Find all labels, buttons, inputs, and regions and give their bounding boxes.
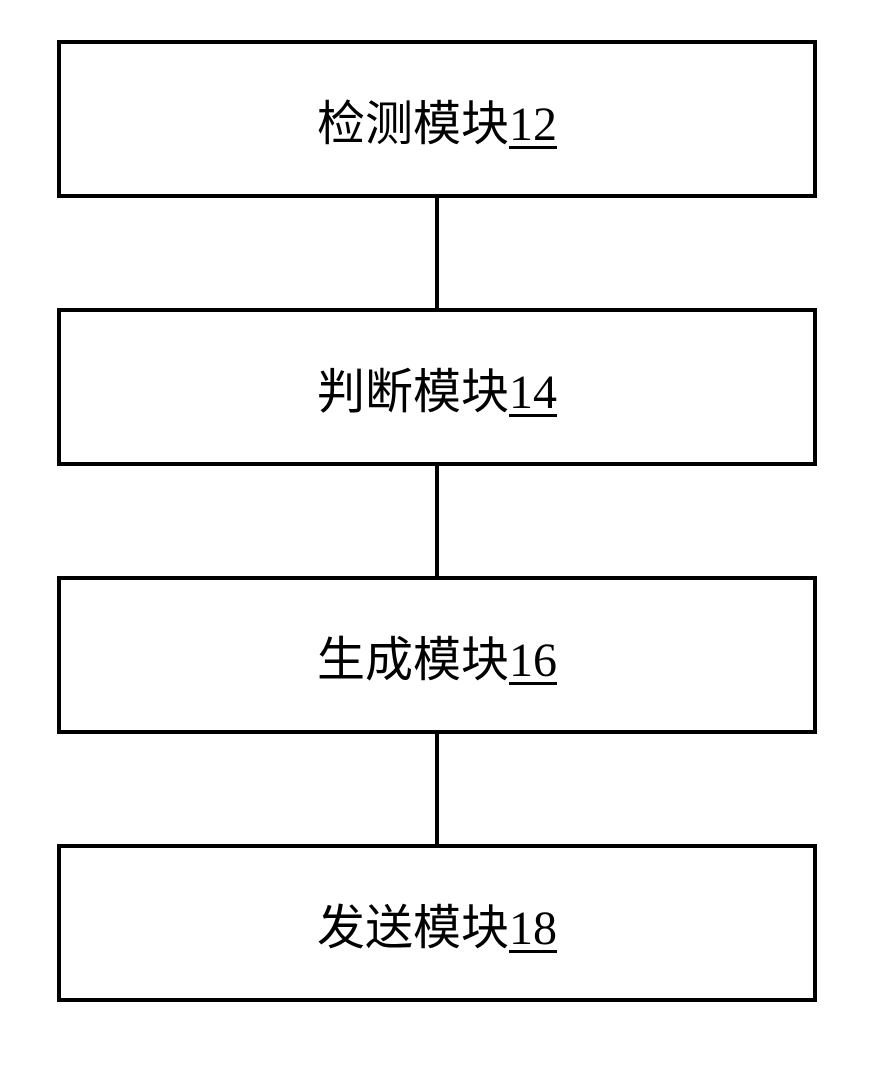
node-label: 判断模块 14: [317, 352, 557, 422]
node-generation-module: 生成模块 16: [57, 576, 817, 734]
flowchart: 检测模块 12 判断模块 14 生成模块 16 发送模块 18: [57, 40, 817, 1002]
node-number: 16: [509, 633, 557, 688]
node-sending-module: 发送模块 18: [57, 844, 817, 1002]
edge-connector: [435, 198, 439, 308]
node-detection-module: 检测模块 12: [57, 40, 817, 198]
edge-connector: [435, 734, 439, 844]
node-label: 检测模块 12: [317, 84, 557, 154]
node-number: 12: [509, 97, 557, 152]
node-number: 18: [509, 901, 557, 956]
node-text: 生成模块: [317, 620, 509, 690]
node-label: 生成模块 16: [317, 620, 557, 690]
node-text: 发送模块: [317, 888, 509, 958]
node-label: 发送模块 18: [317, 888, 557, 958]
node-judgment-module: 判断模块 14: [57, 308, 817, 466]
node-text: 检测模块: [317, 84, 509, 154]
edge-connector: [435, 466, 439, 576]
node-number: 14: [509, 365, 557, 420]
node-text: 判断模块: [317, 352, 509, 422]
